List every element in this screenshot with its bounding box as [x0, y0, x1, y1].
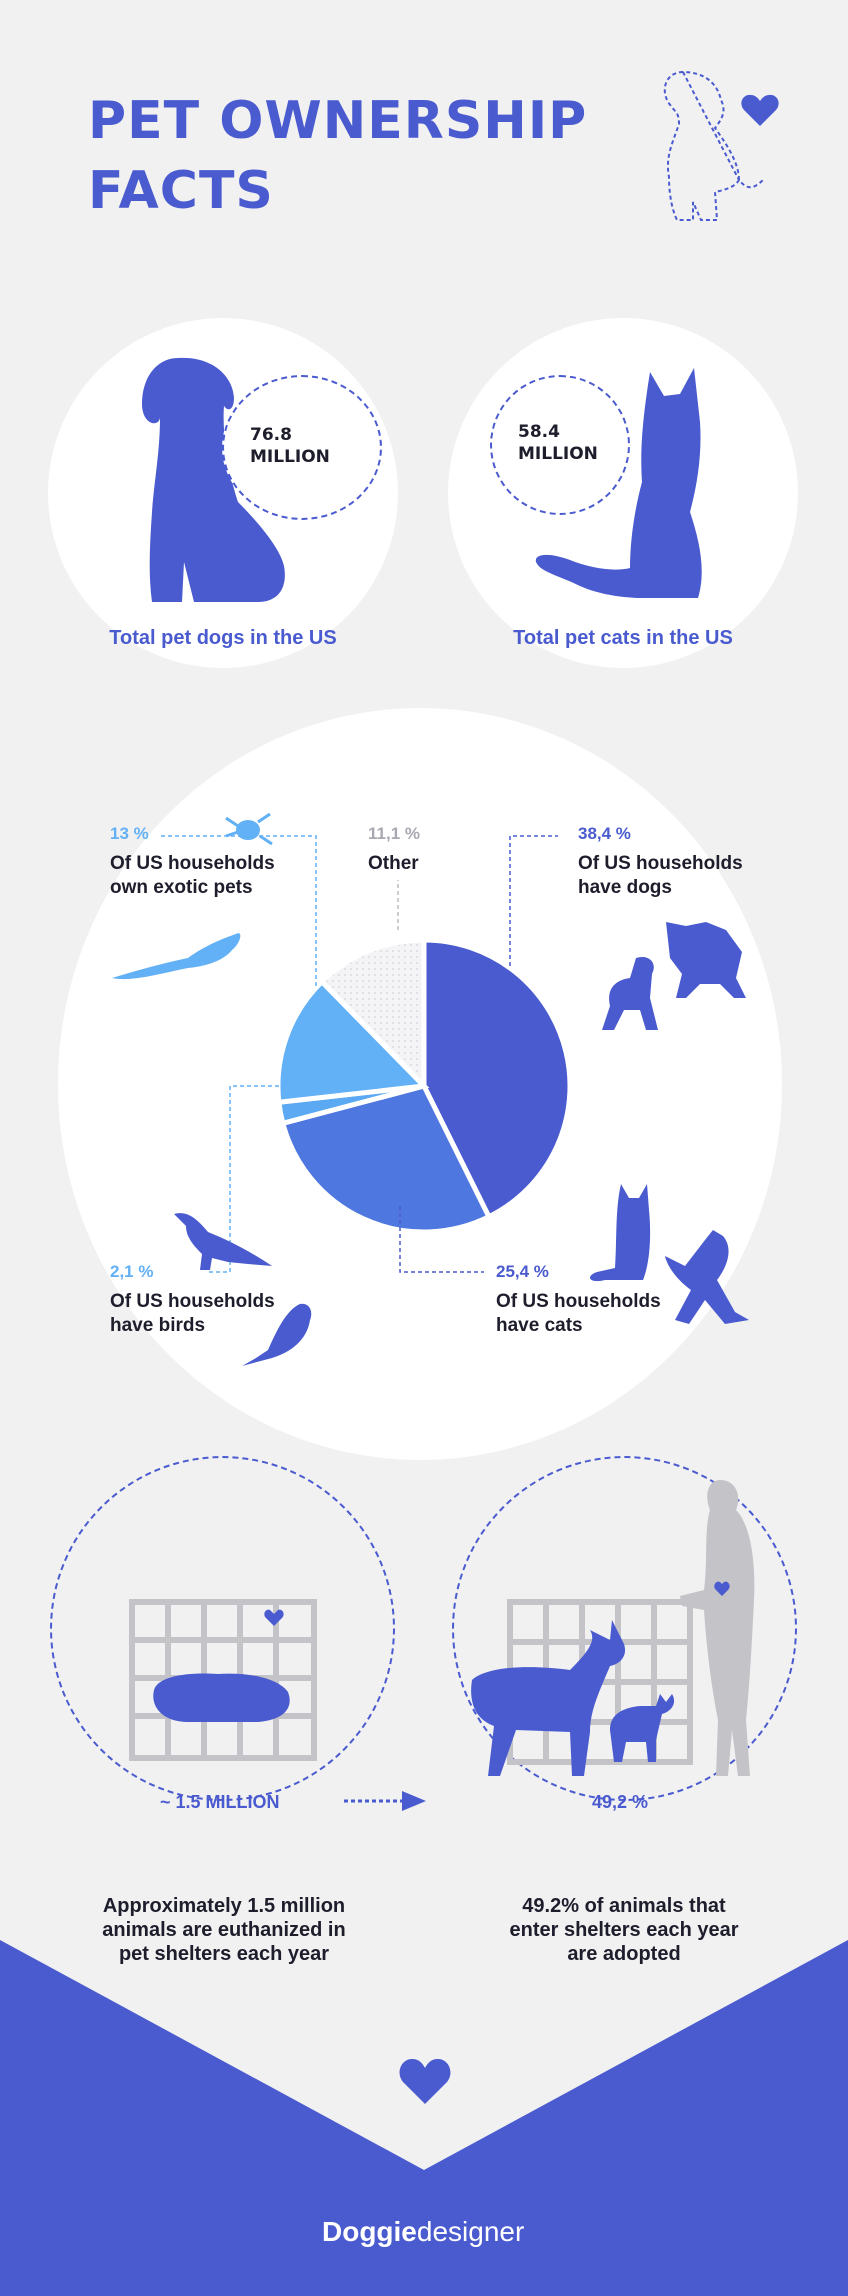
dogs-leader-line: [509, 835, 558, 966]
brand-logo: Doggiedesigner: [322, 2216, 524, 2248]
euthanized-ring: [50, 1456, 395, 1801]
birds-silhouettes-icon: [174, 1213, 312, 1366]
other-percent: 11,1 %: [368, 824, 420, 843]
pie-slice-dogs: [421, 937, 573, 1221]
cats-leader-line: [399, 1206, 484, 1273]
cats-value-ring: [490, 375, 630, 515]
dogs-value-ring: [222, 375, 382, 520]
footer-heart-icon: [399, 2058, 451, 2104]
cats-percent: 25,4 %: [496, 1262, 549, 1281]
birds-leader-line: [206, 1085, 286, 1273]
euthanized-text: Approximately 1.5 million animals are eu…: [102, 1895, 346, 1965]
cage-euthanized-icon: [129, 1599, 317, 1761]
dog-silhouette: [142, 357, 285, 602]
dogs-silhouettes-icon: [602, 922, 746, 1030]
cats-caption: Total pet cats in the US: [513, 627, 733, 649]
adoption-scene-icon: [471, 1480, 755, 1776]
exotic-label: Of US households own exotic pets: [110, 853, 275, 898]
dogs-value: 76.8 MILLION: [250, 425, 330, 467]
dogs-label: Of US households have dogs: [578, 853, 743, 898]
exotic-pets-icon: [112, 812, 273, 980]
pie-slice-exotic: [275, 978, 430, 1106]
birds-label: Of US households have birds: [110, 1291, 275, 1336]
pie-slice-cats: [279, 1083, 493, 1235]
pie-slice-other: [318, 937, 427, 1093]
exotic-percent: 13 %: [110, 824, 149, 843]
euthanized-value: ~ 1.5 MILLION: [160, 1792, 280, 1812]
dogs-caption: Total pet dogs in the US: [109, 627, 337, 649]
heart-icon: [741, 94, 779, 126]
other-label: Other: [368, 853, 419, 874]
cats-label: Of US households have cats: [496, 1291, 661, 1336]
adopted-text: 49.2% of animals that enter shelters eac…: [509, 1895, 739, 1965]
adopted-value: 49,2 %: [592, 1792, 649, 1812]
brand-light: designer: [416, 2216, 525, 2247]
birds-percent: 2,1 %: [110, 1262, 154, 1281]
arrow-right-icon: [344, 1791, 426, 1811]
page-title: PET OWNERSHIP FACTS: [88, 91, 588, 221]
brand-bold: Doggie: [322, 2216, 417, 2247]
adopted-ring: [452, 1456, 797, 1801]
cat-silhouette: [535, 368, 702, 598]
cats-value: 58.4 MILLION: [518, 422, 598, 464]
cats-stat-panel: [448, 318, 798, 668]
dog-outline-icon: [663, 70, 764, 221]
footer-band: [0, 1940, 848, 2296]
leader-lines: [158, 835, 558, 1273]
exotic-leader-line: [158, 835, 317, 986]
cats-silhouettes-icon: [590, 1184, 749, 1324]
dogs-percent: 38,4 %: [578, 824, 631, 843]
